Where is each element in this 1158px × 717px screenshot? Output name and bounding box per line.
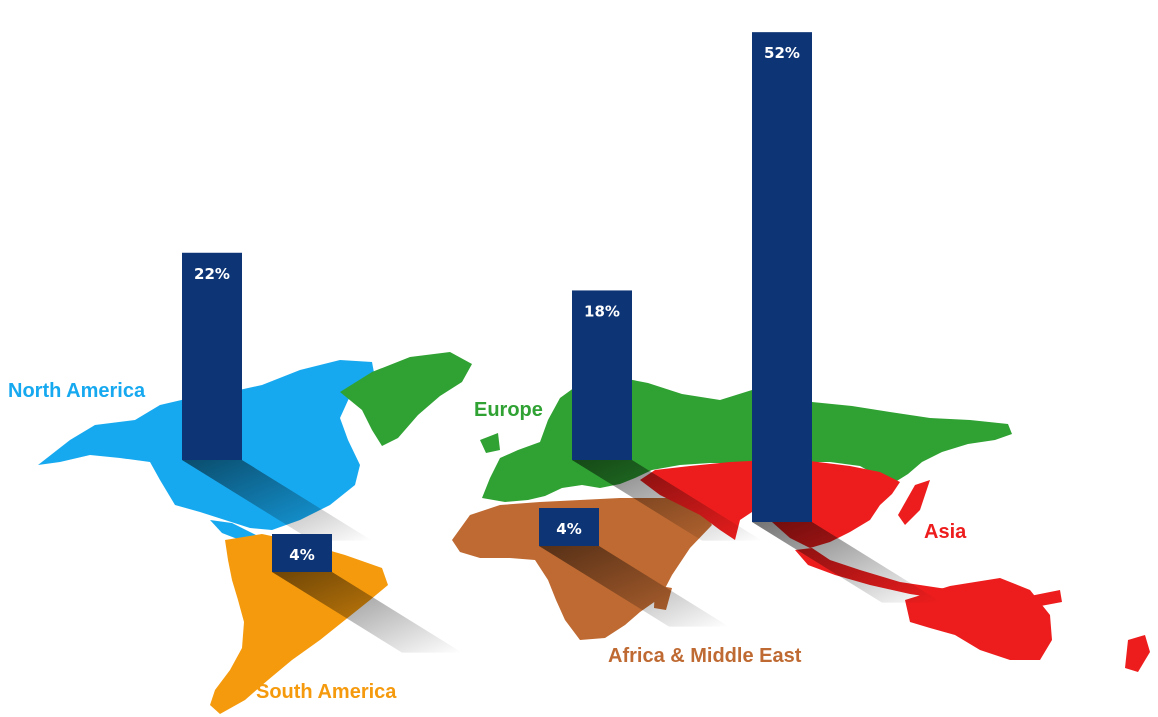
bar-shadows [182, 460, 942, 653]
region-label-asia: Asia [924, 521, 967, 543]
bar-shadow-south-america [272, 572, 462, 653]
region-label-north-america: North America [8, 380, 146, 402]
bar-europe [572, 290, 632, 460]
region-labels: North America South America Europe Africa &… [8, 380, 967, 703]
bar-value-label-south-america: 4% [289, 546, 314, 564]
continent-asia [640, 460, 1150, 672]
bar-shadow-asia [752, 522, 942, 603]
region-label-south-america: South America [256, 681, 397, 703]
bar-value-label-north-america: 22% [194, 265, 230, 283]
region-label-europe: Europe [474, 399, 543, 421]
bars: 22% 4% 18% 4% 52% [182, 32, 812, 572]
bar-shadow-europe [572, 460, 762, 541]
bar-shadow-africa-middle-east [539, 546, 729, 627]
bar-value-label-europe: 18% [584, 302, 620, 320]
bar-africa-middle-east [539, 508, 599, 546]
bar-north-america [182, 252, 242, 460]
bar-shadow-north-america [182, 460, 372, 541]
continent-south-america [210, 534, 388, 714]
continent-greenland [340, 352, 472, 446]
bar-value-label-africa-middle-east: 4% [556, 520, 581, 538]
bar-value-label-asia: 52% [764, 44, 800, 62]
region-label-africa-middle-east: Africa & Middle East [608, 645, 802, 667]
bar-south-america [272, 534, 332, 572]
bar-asia [752, 32, 812, 522]
